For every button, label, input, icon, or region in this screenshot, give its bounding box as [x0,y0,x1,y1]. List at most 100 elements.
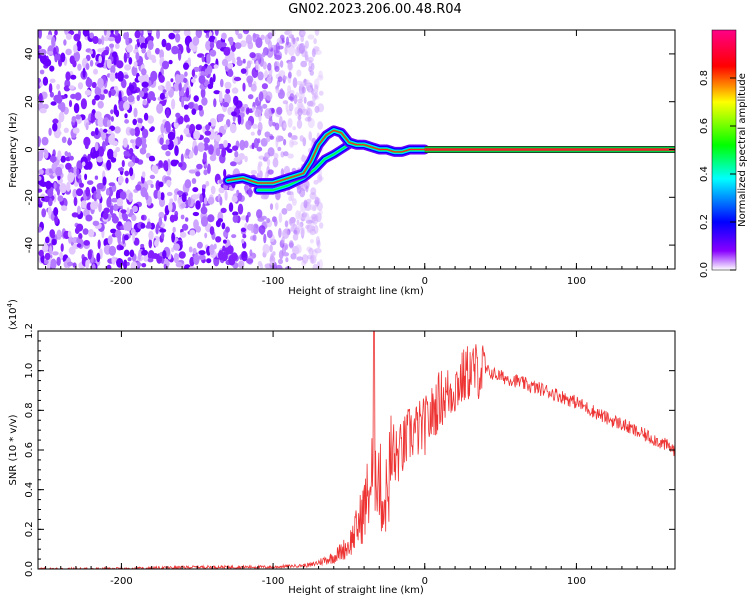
noise-speck [315,212,322,223]
noise-speck [232,211,239,216]
noise-speck [267,169,274,175]
noise-speck [200,216,209,227]
noise-speck [213,90,221,95]
noise-speck [201,184,207,189]
noise-speck [83,209,88,217]
noise-speck [114,126,121,134]
noise-speck [65,33,72,40]
noise-speck [180,231,187,238]
noise-speck [80,200,87,209]
noise-speck [261,83,268,90]
noise-speck [141,47,146,54]
noise-speck [131,65,138,77]
noise-speck [292,77,298,89]
noise-speck [314,46,320,52]
noise-speck [243,103,249,109]
noise-speck [155,224,159,235]
noise-speck [217,113,225,119]
noise-speck [269,69,273,78]
noise-speck [76,243,82,248]
noise-speck [227,62,234,69]
x-tick-label: -200 [110,276,133,287]
noise-speck [152,96,157,102]
noise-speck [188,266,196,269]
noise-speck [65,162,72,170]
noise-speck [141,142,147,149]
noise-speck [52,251,59,256]
noise-speck [45,180,52,190]
noise-speck [209,49,217,57]
noise-speck [127,161,134,168]
noise-speck [94,175,99,180]
noise-speck [191,69,196,78]
noise-speck [248,187,253,198]
noise-speck [77,205,81,215]
noise-speck [319,222,324,229]
noise-speck [69,155,74,161]
noise-speck [158,216,163,227]
noise-speck [171,232,176,243]
x-tick-label: 100 [567,276,586,287]
noise-speck [305,185,309,193]
noise-speck [148,238,153,249]
noise-speck [191,108,197,115]
noise-speck [243,30,248,33]
noise-speck [187,196,192,206]
noise-speck [288,240,294,249]
noise-speck [127,257,132,262]
noise-speck [71,212,79,218]
noise-speck [91,263,96,269]
noise-speck [124,64,132,71]
noise-speck [96,63,104,68]
noise-speck [141,171,146,178]
noise-speck [103,207,110,214]
noise-speck [94,86,102,97]
noise-speck [124,119,129,124]
noise-speck [106,119,111,128]
snr-x-label: Height of straight line (km) [288,585,424,596]
noise-speck [237,33,243,40]
noise-speck [156,103,164,114]
noise-speck [265,91,273,101]
noise-speck [257,71,264,81]
noise-speck [206,258,212,264]
y-tick-label: 0.8 [24,402,35,418]
noise-speck [297,115,302,121]
noise-speck [229,123,237,134]
noise-speck [309,204,317,211]
noise-speck [167,131,176,141]
noise-speck [191,194,199,200]
noise-speck [64,30,69,35]
noise-speck [312,93,317,102]
noise-speck [252,32,257,43]
noise-speck [249,52,256,59]
noise-speck [302,254,309,264]
noise-speck [299,188,306,198]
noise-speck [129,167,134,177]
noise-speck [300,30,307,36]
noise-speck [50,101,57,106]
y-tick-label: 20 [24,95,35,108]
noise-speck [246,258,254,264]
noise-speck [236,59,243,67]
noise-speck [133,237,140,246]
noise-speck [318,209,323,216]
noise-speck [277,146,282,152]
noise-speck [66,181,71,192]
noise-speck [237,203,244,215]
noise-speck [234,150,239,158]
noise-speck [39,181,48,187]
noise-speck [90,201,97,210]
noise-speck [231,195,238,203]
noise-speck [51,36,56,48]
noise-speck [306,198,312,204]
noise-speck [213,64,219,69]
y-tick-label: 40 [24,48,35,61]
noise-speck [180,153,184,164]
noise-speck [107,129,112,135]
noise-speck [134,126,141,137]
noise-speck [188,246,193,253]
noise-speck [218,186,225,194]
noise-speck [101,132,106,141]
noise-speck [147,115,155,124]
